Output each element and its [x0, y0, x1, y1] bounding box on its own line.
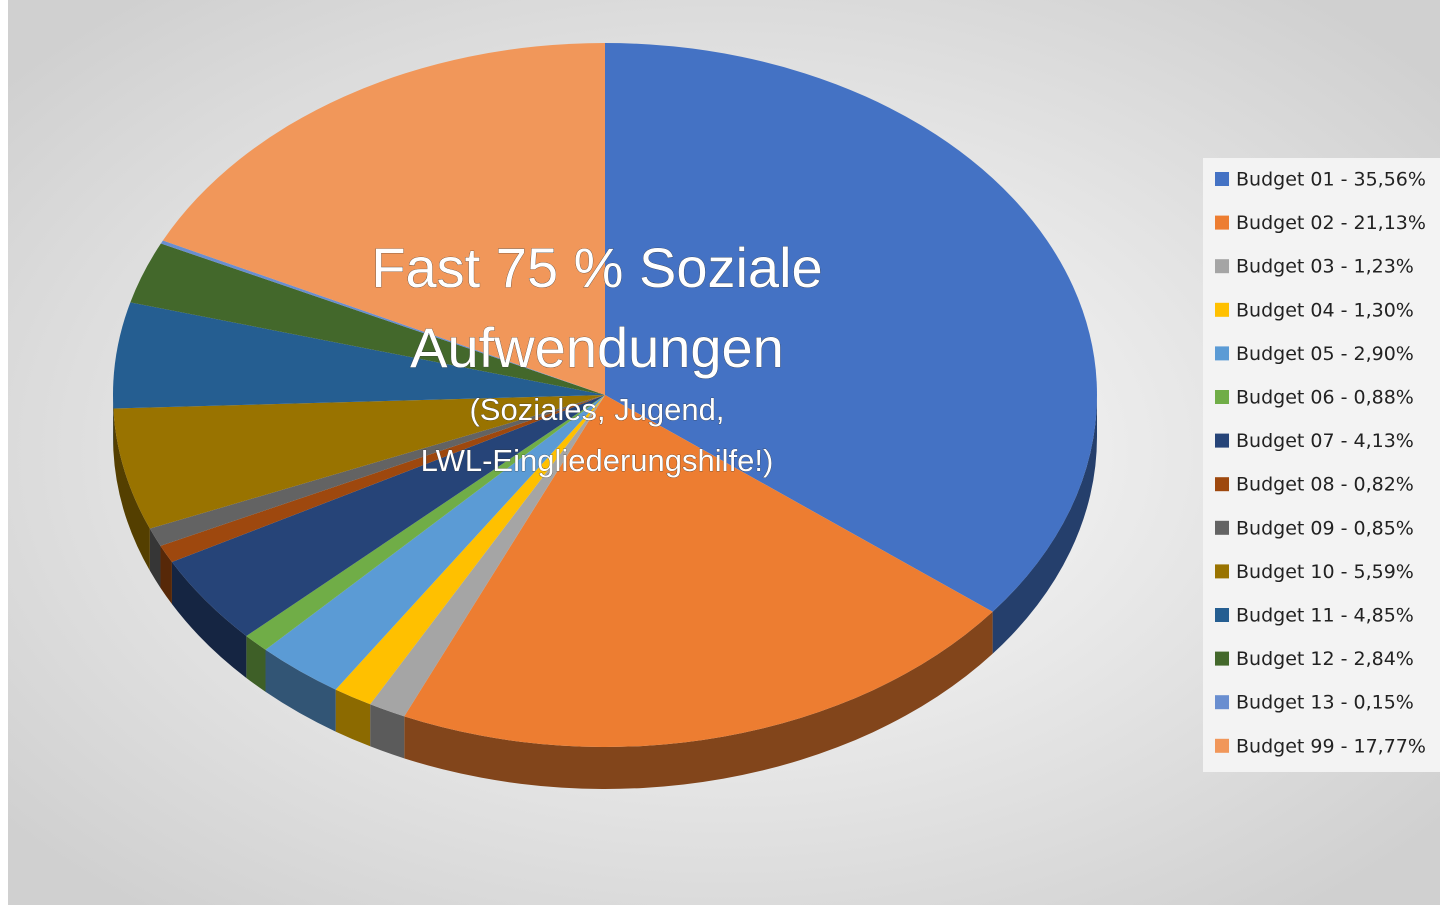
legend-swatch [1215, 608, 1229, 622]
legend-swatch [1215, 172, 1229, 186]
legend-swatch [1215, 434, 1229, 448]
legend-swatch [1215, 303, 1229, 317]
legend-label: Budget 08 - 0,82% [1236, 474, 1414, 496]
legend-box [1203, 158, 1440, 772]
legend-swatch [1215, 652, 1229, 666]
legend-label: Budget 10 - 5,59% [1236, 561, 1414, 583]
legend-label: Budget 11 - 4,85% [1236, 605, 1414, 627]
legend-swatch [1215, 477, 1229, 491]
legend-label: Budget 04 - 1,30% [1236, 299, 1414, 321]
legend-swatch [1215, 259, 1229, 273]
legend-label: Budget 99 - 17,77% [1236, 735, 1426, 757]
legend-swatch [1215, 564, 1229, 578]
legend-label: Budget 13 - 0,15% [1236, 692, 1414, 714]
legend-label: Budget 03 - 1,23% [1236, 256, 1414, 278]
legend-label: Budget 12 - 2,84% [1236, 648, 1414, 670]
legend-swatch [1215, 521, 1229, 535]
annotation: (Soziales, Jugend, [469, 392, 724, 427]
legend-label: Budget 07 - 4,13% [1236, 430, 1414, 452]
legend-swatch [1215, 216, 1229, 230]
legend-label: Budget 01 - 35,56% [1236, 169, 1426, 191]
legend-label: Budget 05 - 2,90% [1236, 343, 1414, 365]
legend-swatch [1215, 695, 1229, 709]
legend-label: Budget 02 - 21,13% [1236, 212, 1426, 234]
legend-label: Budget 09 - 0,85% [1236, 517, 1414, 539]
legend-swatch [1215, 390, 1229, 404]
legend-label: Budget 06 - 0,88% [1236, 387, 1414, 409]
legend-swatch [1215, 739, 1229, 753]
annotation: LWL-Eingliederungshilfe!) [421, 443, 774, 478]
legend-swatch [1215, 346, 1229, 360]
annotation: Aufwendungen [410, 316, 784, 379]
annotation: Fast 75 % Soziale [371, 236, 822, 299]
